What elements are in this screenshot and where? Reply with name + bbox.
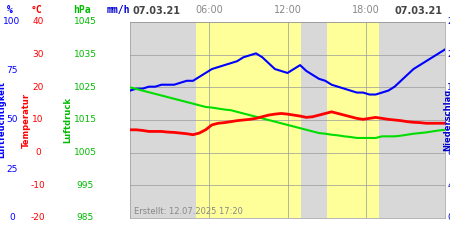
Text: °C: °C: [30, 5, 42, 15]
Text: 07.03.21: 07.03.21: [395, 6, 443, 16]
Text: Erstellt: 12.07.2025 17:20: Erstellt: 12.07.2025 17:20: [135, 206, 243, 216]
Text: 1035: 1035: [73, 50, 96, 59]
Text: 20: 20: [447, 50, 450, 59]
Text: 985: 985: [76, 214, 94, 222]
Text: 1005: 1005: [73, 148, 96, 157]
Text: 75: 75: [6, 66, 18, 76]
Text: 16: 16: [447, 83, 450, 92]
Text: 995: 995: [76, 181, 94, 190]
Text: hPa: hPa: [73, 5, 91, 15]
Text: Niederschlag: Niederschlag: [444, 89, 450, 151]
Text: 0: 0: [447, 214, 450, 222]
Text: 50: 50: [6, 116, 18, 124]
Text: Luftfeuchtigkeit: Luftfeuchtigkeit: [0, 82, 6, 158]
Text: 8: 8: [447, 148, 450, 157]
Text: 20: 20: [32, 83, 44, 92]
Text: 100: 100: [4, 18, 21, 26]
Text: 07.03.21: 07.03.21: [132, 6, 180, 16]
Bar: [195, 22, 301, 218]
Text: mm/h: mm/h: [106, 5, 130, 15]
Text: %: %: [7, 5, 13, 15]
Text: 1045: 1045: [73, 18, 96, 26]
Text: Temperatur: Temperatur: [22, 92, 31, 148]
Text: 10: 10: [32, 116, 44, 124]
Text: -20: -20: [31, 214, 45, 222]
Text: 30: 30: [32, 50, 44, 59]
Text: 24: 24: [447, 18, 450, 26]
Bar: [327, 22, 379, 218]
Text: 0: 0: [35, 148, 41, 157]
Text: 40: 40: [32, 18, 44, 26]
Text: 12:00: 12:00: [274, 5, 302, 15]
Text: 1015: 1015: [73, 116, 96, 124]
Text: 12: 12: [447, 116, 450, 124]
Text: 25: 25: [6, 164, 18, 173]
Text: 1025: 1025: [73, 83, 96, 92]
Text: 0: 0: [9, 214, 15, 222]
Text: -10: -10: [31, 181, 45, 190]
Text: 4: 4: [447, 181, 450, 190]
Text: 06:00: 06:00: [195, 5, 223, 15]
Text: 18:00: 18:00: [352, 5, 380, 15]
Text: Luftdruck: Luftdruck: [63, 97, 72, 143]
